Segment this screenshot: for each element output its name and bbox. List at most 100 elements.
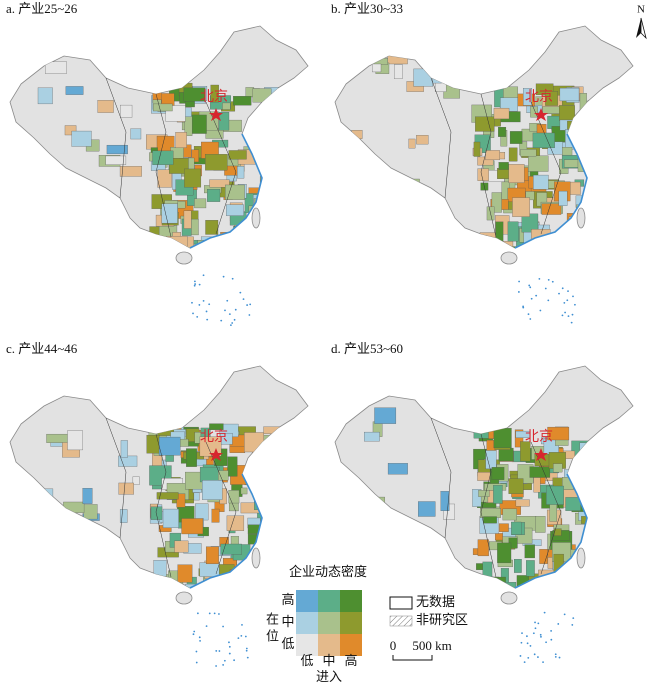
region-patch xyxy=(480,83,501,91)
island xyxy=(523,661,526,664)
island xyxy=(194,283,197,285)
region-patch xyxy=(38,488,54,509)
capital-label: 北京 xyxy=(525,429,553,445)
island xyxy=(215,665,217,667)
island xyxy=(527,656,530,659)
region-patch xyxy=(553,528,562,536)
island xyxy=(205,310,208,313)
island xyxy=(222,664,225,666)
region-patch xyxy=(542,106,561,114)
island xyxy=(202,274,205,277)
region-patch xyxy=(229,569,246,586)
region-patch xyxy=(260,235,270,245)
island xyxy=(208,303,211,306)
region-patch xyxy=(434,76,447,92)
region-patch xyxy=(351,130,363,139)
region-patch xyxy=(199,466,220,483)
region-patch xyxy=(209,179,230,188)
legend-x-axis-label: 进入 xyxy=(316,669,342,684)
hainan xyxy=(175,591,193,605)
island xyxy=(192,633,195,636)
region-patch xyxy=(497,542,512,564)
region-patch xyxy=(65,86,84,95)
region-patch xyxy=(195,503,209,521)
region-patch xyxy=(541,203,562,215)
region-patch xyxy=(97,100,114,113)
region-patch xyxy=(63,501,85,513)
island xyxy=(529,645,532,647)
region-patch xyxy=(515,430,531,438)
region-patch xyxy=(263,448,276,467)
region-patch xyxy=(262,129,277,149)
island xyxy=(543,611,546,614)
region-patch xyxy=(201,240,218,248)
region-patch xyxy=(493,428,512,449)
region-patch xyxy=(498,447,514,462)
region-patch xyxy=(589,570,599,588)
non-study-swatch xyxy=(389,615,413,627)
island xyxy=(542,661,544,664)
island xyxy=(567,290,569,293)
region-patch xyxy=(475,243,487,248)
scale-start: 0 xyxy=(390,638,397,653)
island xyxy=(538,277,541,280)
region-patch xyxy=(539,549,548,564)
island xyxy=(521,632,523,635)
island xyxy=(522,305,525,308)
island xyxy=(534,627,537,630)
island xyxy=(532,632,535,635)
legend-y-level: 低 xyxy=(281,636,294,651)
region-patch xyxy=(249,461,262,481)
region-patch xyxy=(132,476,140,485)
region-patch xyxy=(46,433,68,443)
region-patch xyxy=(257,456,275,472)
region-patch xyxy=(161,203,178,224)
region-patch xyxy=(118,482,134,495)
island xyxy=(554,655,557,658)
map: 北京 xyxy=(334,25,634,324)
hainan xyxy=(175,251,193,265)
region-patch xyxy=(438,71,457,79)
region-patch xyxy=(64,125,77,136)
region-patch xyxy=(547,426,570,441)
panel-label: c. 产业44~46 xyxy=(6,341,78,356)
region-patch xyxy=(483,516,497,524)
region-patch xyxy=(589,511,605,530)
coastline xyxy=(189,133,263,249)
island xyxy=(563,613,566,616)
island xyxy=(563,301,566,304)
region-patch xyxy=(183,210,192,229)
region-patch xyxy=(233,226,253,238)
island xyxy=(567,315,570,318)
region-patch xyxy=(584,158,593,169)
region-patch xyxy=(475,235,487,248)
capital-label: 北京 xyxy=(200,89,228,105)
region-patch xyxy=(559,105,575,121)
island xyxy=(572,617,575,620)
region-patch xyxy=(507,221,519,242)
north-arrow: N xyxy=(636,4,647,40)
panel-label: d. 产业53~60 xyxy=(331,341,403,356)
region-patch xyxy=(558,190,568,206)
province-line xyxy=(430,77,562,238)
region-patch xyxy=(408,138,416,149)
island xyxy=(231,322,234,324)
region-patch xyxy=(474,243,482,248)
region-patch xyxy=(589,211,607,224)
region-patch xyxy=(120,104,133,118)
island xyxy=(193,630,196,633)
no-data-swatch xyxy=(389,596,413,610)
region-patch xyxy=(589,494,597,506)
island xyxy=(246,304,249,306)
region-patch xyxy=(579,93,587,112)
region-patch xyxy=(479,232,498,248)
region-patch xyxy=(566,578,586,588)
region-patch xyxy=(387,463,408,475)
legend: 企业动态密度 在位 高 中 低 低 中 高 进入 无数据 非研究区 0 500 … xyxy=(264,564,468,684)
north-arrow-right xyxy=(640,17,647,40)
island xyxy=(518,280,520,283)
region-patch xyxy=(394,64,403,79)
region-patch xyxy=(227,456,238,477)
island xyxy=(534,621,536,624)
legend-y-level: 高 xyxy=(281,592,294,607)
